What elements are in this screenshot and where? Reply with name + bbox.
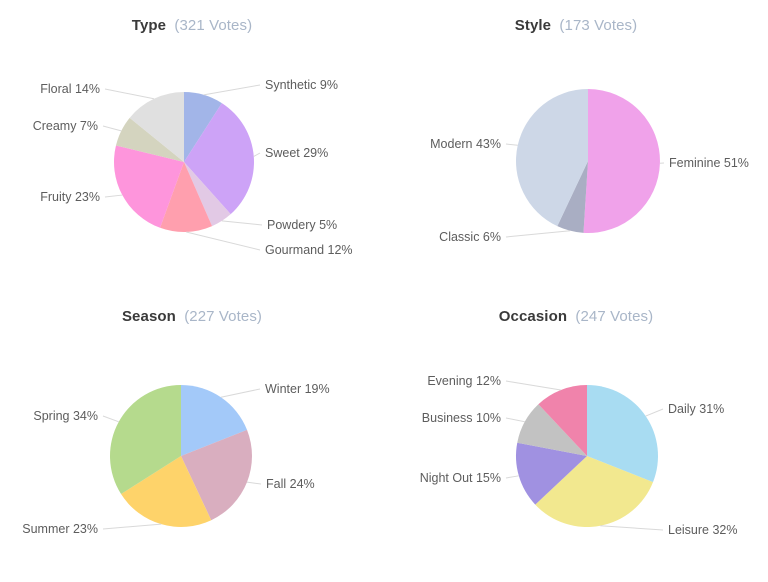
leader-line-evening [505, 380, 561, 391]
pie-slice-spring[interactable] [109, 385, 181, 495]
leader-line-synthetic [203, 84, 261, 96]
pie-slice-summer[interactable] [121, 456, 212, 527]
pie-slice-daily[interactable] [587, 385, 658, 483]
pie-slice-business[interactable] [517, 404, 587, 456]
pie-slice-evening[interactable] [538, 385, 587, 456]
leader-line-leisure [600, 525, 664, 531]
leader-line-sweet [253, 152, 261, 157]
slice-label-synthetic: Synthetic 9% [265, 78, 338, 92]
pie-slice-creamy[interactable] [115, 117, 184, 162]
slice-label-spring: Spring 34% [33, 409, 98, 423]
pie-slice-gourmand[interactable] [160, 162, 213, 233]
chart-title-text: Season [121, 308, 176, 325]
slice-label-floral: Floral 14% [40, 82, 100, 96]
leader-line-night-out [505, 475, 519, 479]
slice-label-evening: Evening 12% [427, 374, 501, 388]
leader-line-fall [246, 481, 262, 485]
slice-label-sweet: Sweet 29% [265, 146, 328, 160]
leader-line-spring [102, 415, 119, 423]
pie-chart-occasion: Daily 31% Leisure 32% Night Out 15% Busines… [420, 374, 738, 537]
leader-line-classic [505, 230, 571, 238]
slice-label-classic: Classic 6% [439, 230, 501, 244]
leader-line-floral [104, 88, 155, 100]
pie-slice-leisure[interactable] [535, 456, 654, 527]
slice-label-creamy: Creamy 7% [33, 119, 98, 133]
chart-card-season: Winter 19% Fall 24% Summer 23% Spring 34% S… [0, 291, 384, 582]
chart-votes-text: (247 Votes) [575, 308, 654, 325]
leader-line-winter [220, 388, 261, 398]
chart-card-type: Synthetic 9% Sweet 29% Powdery 5% Gourmand … [0, 0, 384, 291]
slice-label-feminine: Feminine 51% [669, 156, 749, 170]
pie-slice-synthetic[interactable] [184, 92, 222, 162]
slice-label-powdery: Powdery 5% [267, 218, 337, 232]
slice-label-night-out: Night Out 15% [420, 471, 501, 485]
leader-line-powdery [221, 220, 263, 226]
chart-title-text: Style [514, 17, 552, 34]
pie-slice-floral[interactable] [129, 92, 184, 162]
pie-slice-fruity[interactable] [113, 145, 184, 228]
chart-votes-text: (173 Votes) [559, 17, 638, 34]
slice-label-modern: Modern 43% [430, 137, 501, 151]
leader-line-business [505, 417, 525, 423]
pie-slice-classic[interactable] [557, 161, 588, 233]
slice-label-fruity: Fruity 23% [40, 190, 100, 204]
chart-title-text: Occasion [498, 308, 568, 325]
slice-label-business: Business 10% [422, 411, 501, 425]
slice-label-leisure: Leisure 32% [668, 523, 738, 537]
pie-slice-winter[interactable] [181, 385, 248, 456]
pie-slice-feminine[interactable] [583, 89, 660, 234]
slice-label-winter: Winter 19% [265, 382, 330, 396]
chart-title-occasion: Occasion (247 Votes) [384, 308, 768, 326]
chart-card-style: Feminine 51% Classic 6% Modern 43% Style (… [384, 0, 768, 291]
leader-line-modern [505, 143, 518, 146]
pie-slice-sweet[interactable] [184, 103, 254, 215]
slice-label-fall: Fall 24% [266, 477, 315, 491]
chart-votes-text: (321 Votes) [174, 17, 253, 34]
leader-line-gourmand [186, 231, 261, 251]
leader-line-fruity [104, 194, 123, 198]
slice-label-summer: Summer 23% [22, 522, 98, 536]
chart-card-occasion: Daily 31% Leisure 32% Night Out 15% Busines… [384, 291, 768, 582]
slice-label-gourmand: Gourmand 12% [265, 243, 353, 257]
pie-chart-type: Synthetic 9% Sweet 29% Powdery 5% Gourmand … [33, 78, 353, 257]
leader-line-creamy [102, 125, 122, 132]
pie-slice-modern[interactable] [515, 89, 588, 227]
pie-slice-fall[interactable] [181, 429, 252, 521]
chart-title-text: Type [131, 17, 167, 34]
pie-slice-powdery[interactable] [184, 162, 231, 227]
leader-line-summer [102, 523, 162, 530]
slice-label-daily: Daily 31% [668, 402, 724, 416]
pie-chart-season: Winter 19% Fall 24% Summer 23% Spring 34% [22, 382, 330, 536]
chart-votes-text: (227 Votes) [184, 308, 263, 325]
chart-title-type: Type (321 Votes) [0, 17, 384, 35]
chart-title-style: Style (173 Votes) [384, 17, 768, 35]
pie-slice-night-out[interactable] [516, 442, 587, 505]
leader-line-daily [645, 408, 664, 417]
pie-chart-style: Feminine 51% Classic 6% Modern 43% [430, 89, 749, 244]
chart-title-season: Season (227 Votes) [0, 308, 384, 326]
